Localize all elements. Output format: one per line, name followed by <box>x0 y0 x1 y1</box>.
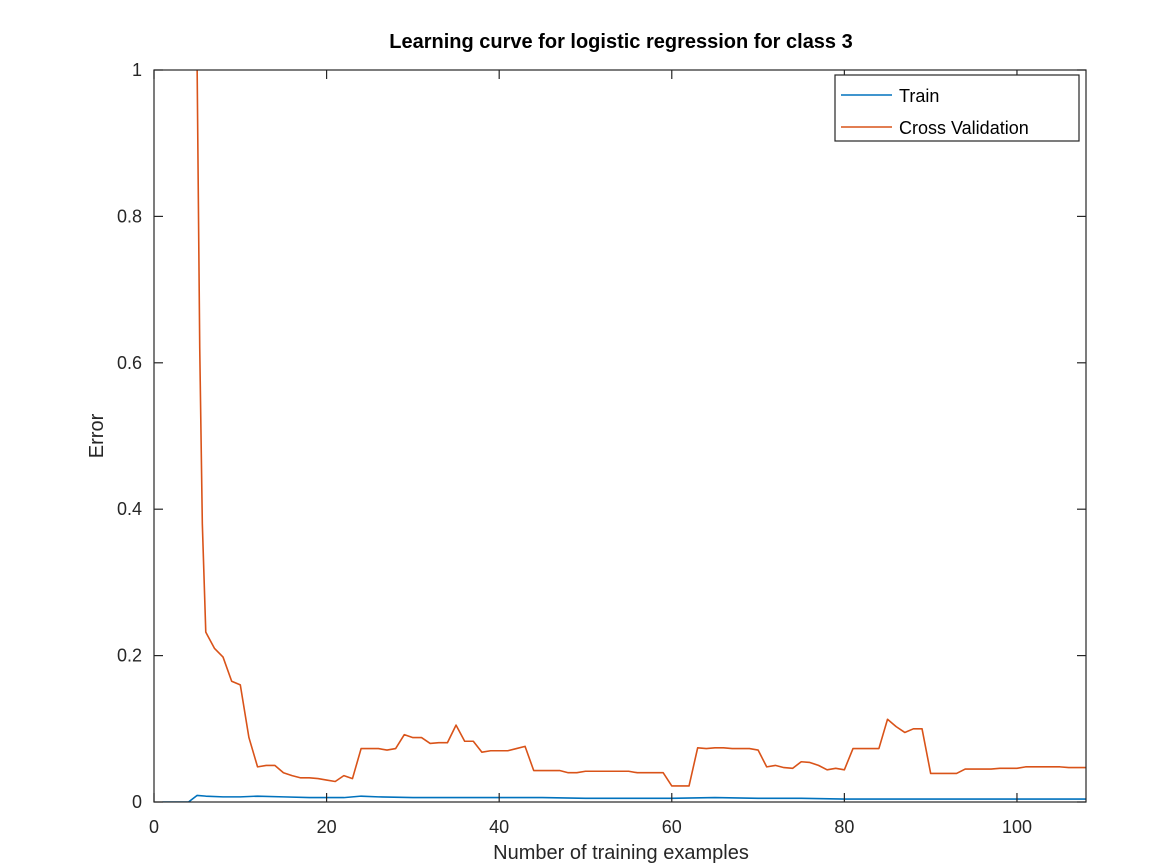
legend-box <box>834 74 1080 142</box>
plot-frame <box>153 69 1087 803</box>
y-tick-label: 0.6 <box>117 353 142 373</box>
x-tick-label: 100 <box>1002 817 1032 837</box>
legend-label: Cross Validation <box>899 118 1029 138</box>
y-tick-label: 0 <box>132 792 142 812</box>
y-axis: 0 0.2 0.4 0.6 0.8 1 <box>117 60 1086 812</box>
plot-area <box>154 70 1086 802</box>
x-tick-label: 40 <box>489 817 509 837</box>
y-tick-label: 1 <box>132 60 142 80</box>
y-tick-label: 0.8 <box>117 206 142 226</box>
series-line-cross-validation <box>196 70 1086 787</box>
x-tick-label: 20 <box>317 817 337 837</box>
x-axis-label: Number of training examples <box>493 842 749 863</box>
x-tick-label: 80 <box>834 817 854 837</box>
legend-label: Train <box>899 86 939 106</box>
legend: Train Cross Validation <box>834 74 1080 142</box>
series-layer <box>162 70 1086 802</box>
y-tick-label: 0.2 <box>117 646 142 666</box>
x-tick-label: 0 <box>149 817 159 837</box>
series-line-train <box>162 794 1086 802</box>
chart-title: Learning curve for logistic regression f… <box>389 31 853 53</box>
x-axis: 0 20 40 60 80 100 <box>149 70 1032 837</box>
y-tick-label: 0.4 <box>117 499 142 519</box>
y-axis-label: Error <box>86 413 108 458</box>
x-tick-label: 60 <box>662 817 682 837</box>
